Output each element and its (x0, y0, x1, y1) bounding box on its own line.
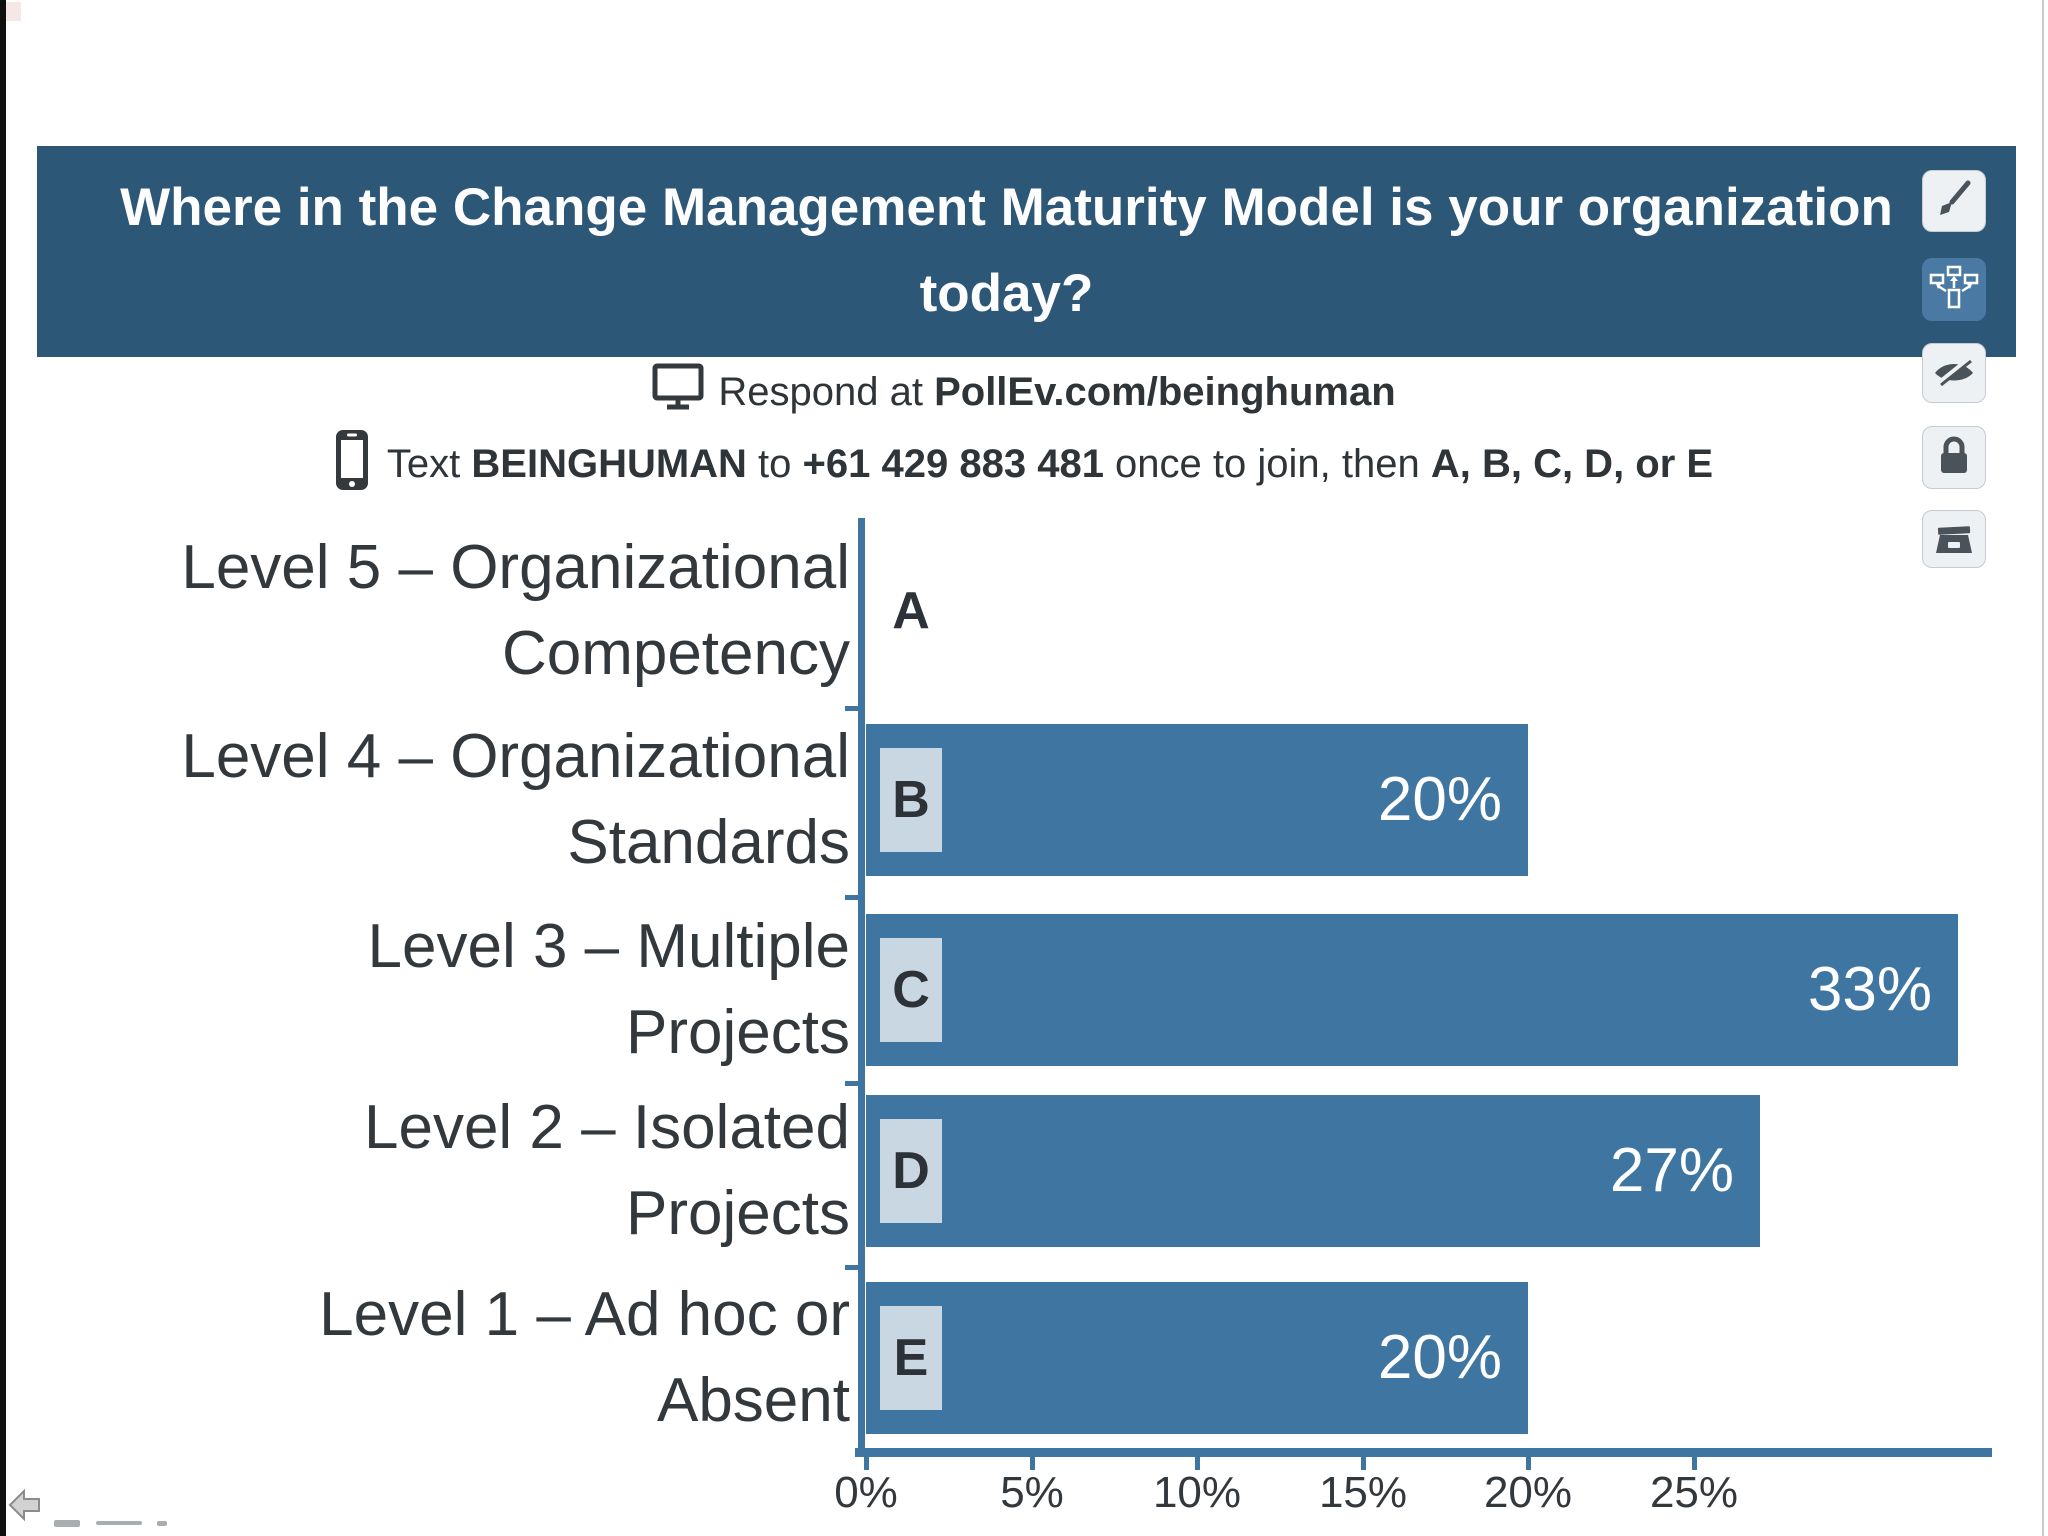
screen-artifact (157, 1521, 167, 1526)
archive-button[interactable] (1922, 510, 1986, 568)
text-instruction: Text BEINGHUMAN to +61 429 883 481 once … (0, 429, 2048, 497)
flow-icon (1929, 264, 1979, 315)
result-bar: 20% (866, 1282, 1528, 1434)
x-axis-tick-label: 10% (1152, 1468, 1242, 1517)
phone-number: +61 429 883 481 (802, 442, 1104, 486)
bar-value-label: 33% (1807, 955, 1932, 1024)
bar-value-label: 20% (1377, 1323, 1502, 1392)
x-axis-tick-label: 25% (1649, 1468, 1739, 1517)
option-letter-chip: C (880, 938, 942, 1042)
screen-artifact (54, 1520, 80, 1527)
question-header: Where in the Change Management Maturity … (37, 146, 2016, 357)
result-bar: 27% (866, 1095, 1760, 1247)
question-text-line2: today? (919, 264, 1094, 323)
x-axis-line (855, 1448, 1992, 1457)
answer-options: A, B, C, D, or E (1430, 442, 1714, 486)
x-axis-tick (1030, 1457, 1035, 1470)
monitor-icon (652, 363, 704, 421)
result-bar: 33% (866, 914, 1958, 1066)
lock-button[interactable] (1922, 426, 1986, 489)
edit-question-button[interactable] (1922, 170, 1986, 232)
right-edge-line (2042, 0, 2044, 1536)
category-label: Level 4 – Organizational Standards (181, 722, 850, 877)
hide-results-button[interactable] (1922, 343, 1986, 403)
category-boundary-tick (845, 706, 858, 711)
option-letter-chip: D (880, 1119, 942, 1223)
visual-settings-button[interactable] (1922, 258, 1986, 321)
option-letter-chip: E (880, 1306, 942, 1410)
question-text-line1: Where in the Change Management Maturity … (120, 178, 1893, 237)
category-boundary-tick (845, 1265, 858, 1270)
back-arrow-button[interactable] (8, 1487, 42, 1523)
bar-value-label: 20% (1377, 765, 1502, 834)
archive-icon (1931, 517, 1977, 562)
x-axis-tick-label: 20% (1483, 1468, 1573, 1517)
phone-icon (335, 429, 369, 501)
x-axis-tick-label: 5% (1000, 1468, 1064, 1517)
category-boundary-tick (845, 1081, 858, 1086)
option-letter-chip: B (880, 748, 942, 852)
corner-smudge (6, 2, 21, 21)
x-axis-tick (1526, 1457, 1531, 1470)
text-instruction-text: Text BEINGHUMAN to +61 429 883 481 once … (386, 442, 1714, 486)
respond-instruction-text: Respond at PollEv.com/beinghuman (718, 369, 1396, 414)
x-axis-tick (1195, 1457, 1200, 1470)
respond-instruction: Respond at PollEv.com/beinghuman (0, 363, 2048, 416)
eye-slash-icon (1931, 351, 1977, 396)
x-axis-tick (864, 1457, 869, 1470)
lock-icon (1932, 432, 1976, 483)
paintbrush-icon (1932, 177, 1976, 226)
bar-value-label: 27% (1609, 1136, 1734, 1205)
category-boundary-tick (845, 895, 858, 900)
poll-url: PollEv.com/beinghuman (934, 369, 1396, 414)
y-axis-line (858, 518, 865, 1455)
x-axis-tick (1692, 1457, 1697, 1470)
result-bar: 20% (866, 724, 1528, 876)
category-label: Level 5 – Organizational Competency (181, 533, 850, 688)
x-axis-tick-label: 15% (1318, 1468, 1408, 1517)
x-axis-tick-label: 0% (834, 1468, 898, 1517)
category-label: Level 2 – Isolated Projects (363, 1093, 850, 1248)
x-axis-tick (1361, 1457, 1366, 1470)
category-label: Level 1 – Ad hoc or Absent (319, 1280, 850, 1435)
keyword: BEINGHUMAN (471, 442, 747, 486)
left-edge-line (0, 0, 6, 1536)
category-label: Level 3 – Multiple Projects (367, 912, 851, 1067)
option-letter-chip: A (892, 582, 930, 640)
screen-artifact (96, 1521, 142, 1525)
